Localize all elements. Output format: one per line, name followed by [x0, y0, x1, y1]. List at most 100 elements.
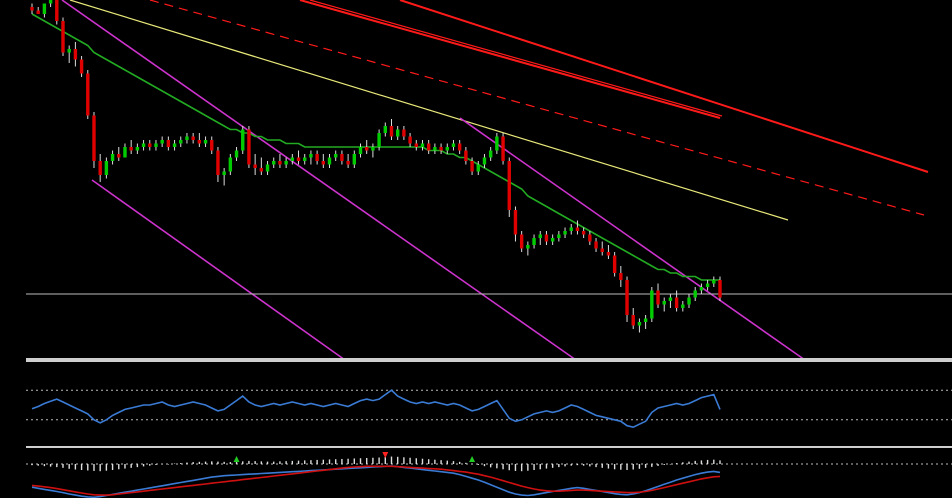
- macd-histogram-bar: [130, 464, 132, 468]
- macd-histogram-bar: [620, 464, 622, 470]
- macd-histogram-bar: [719, 460, 721, 464]
- candle-body: [718, 280, 722, 298]
- macd-histogram-bar: [149, 464, 151, 466]
- candle-body: [48, 0, 53, 4]
- macd-histogram-bar: [582, 464, 585, 466]
- candle-body: [631, 315, 635, 326]
- candle-body: [439, 147, 443, 151]
- candle-body: [420, 143, 425, 147]
- candle-body: [495, 136, 499, 151]
- candle-body: [30, 7, 34, 11]
- macd-histogram-bar: [403, 457, 405, 464]
- macd-histogram-bar: [266, 461, 269, 464]
- macd-histogram-bar: [706, 459, 709, 464]
- macd-histogram-bar: [87, 464, 89, 471]
- candle-body: [383, 126, 388, 133]
- macd-histogram-bar: [613, 464, 616, 470]
- oscillator-line: [31, 389, 721, 429]
- candle-body: [42, 3, 47, 14]
- candle-body: [377, 133, 381, 147]
- candle-body: [507, 161, 511, 210]
- macd-histogram-bar: [427, 459, 430, 464]
- candle-body: [687, 297, 691, 305]
- candle-body: [538, 234, 542, 238]
- candle-body: [588, 234, 592, 242]
- macd-histogram-bar: [118, 464, 120, 470]
- candle-body: [148, 143, 152, 147]
- macd-histogram-bar: [31, 464, 33, 466]
- candle-body: [668, 297, 673, 301]
- candle-body: [414, 143, 418, 147]
- candle-body: [501, 136, 505, 161]
- macd-histogram-bar: [595, 464, 597, 468]
- macd-histogram-bar: [304, 460, 306, 464]
- macd-histogram-bar: [235, 461, 238, 464]
- candle-body: [625, 280, 629, 315]
- macd-histogram-bar: [551, 464, 554, 468]
- candle-body: [67, 49, 71, 53]
- candle-body: [191, 136, 195, 140]
- candle-body: [110, 154, 115, 161]
- macd-histogram-bar: [489, 464, 492, 468]
- macd-histogram-bar: [74, 464, 77, 470]
- candle-body: [272, 161, 276, 165]
- macd-histogram-bar: [285, 461, 287, 464]
- candle-body: [464, 150, 468, 161]
- macd-histogram-bar: [675, 463, 678, 464]
- candle-body: [681, 304, 685, 308]
- candle-body: [228, 157, 233, 172]
- macd-histogram-bar: [527, 464, 529, 471]
- candle-body: [104, 161, 109, 175]
- candle-body: [358, 147, 363, 154]
- macd-histogram-bar: [43, 464, 46, 467]
- macd-signal-marker: [233, 456, 240, 462]
- macd-histogram-bar: [601, 464, 603, 468]
- macd-histogram-bar: [589, 464, 591, 467]
- macd-histogram-bar: [105, 464, 108, 471]
- candle-body: [352, 154, 357, 165]
- candle-body: [73, 49, 78, 60]
- channel-line-2: [91, 179, 346, 361]
- candle-body: [123, 147, 127, 158]
- macd-histogram-bar: [651, 464, 653, 467]
- candle-body: [135, 147, 140, 151]
- channel-line-3: [459, 117, 806, 361]
- macd-histogram-bar: [316, 459, 318, 464]
- candle-body: [451, 143, 456, 147]
- macd-histogram-bar: [347, 458, 349, 464]
- macd-histogram-bar: [694, 460, 696, 464]
- candle-body: [712, 280, 716, 284]
- macd-histogram-bar: [508, 464, 510, 471]
- candle-body: [321, 161, 326, 165]
- candle-body: [650, 290, 654, 319]
- candle-body: [513, 210, 518, 235]
- channel-line-1: [61, 0, 577, 361]
- candle-body: [532, 238, 536, 245]
- macd-histogram-bar: [335, 459, 337, 464]
- macd-histogram-bar: [248, 460, 250, 464]
- panel-separator-2: [26, 446, 952, 448]
- candle-body: [284, 161, 288, 165]
- macd-histogram-bar: [80, 464, 83, 470]
- candle-body: [154, 143, 158, 147]
- candle-body: [117, 154, 121, 158]
- macd-histogram-bar: [273, 461, 275, 464]
- macd-signal-marker: [382, 452, 389, 458]
- candle-body: [550, 238, 555, 242]
- candle-body: [612, 255, 617, 273]
- macd-histogram-bar: [564, 464, 566, 467]
- macd-histogram-bar: [217, 461, 219, 464]
- macd-histogram-bar: [173, 463, 176, 465]
- macd-histogram-bar: [204, 461, 207, 464]
- macd-histogram-bar: [328, 459, 331, 464]
- panel-separator: [26, 358, 952, 362]
- macd-histogram-bar: [545, 464, 548, 469]
- macd-histogram-bar: [384, 457, 386, 464]
- candle-body: [203, 140, 208, 144]
- price-chart-panel: [26, 0, 952, 362]
- trend-line-red-dashed: [149, 0, 925, 216]
- macd-histogram-bar: [297, 460, 300, 464]
- candle-body: [309, 154, 313, 158]
- macd-histogram-bar: [421, 458, 424, 464]
- candle-body: [476, 164, 480, 172]
